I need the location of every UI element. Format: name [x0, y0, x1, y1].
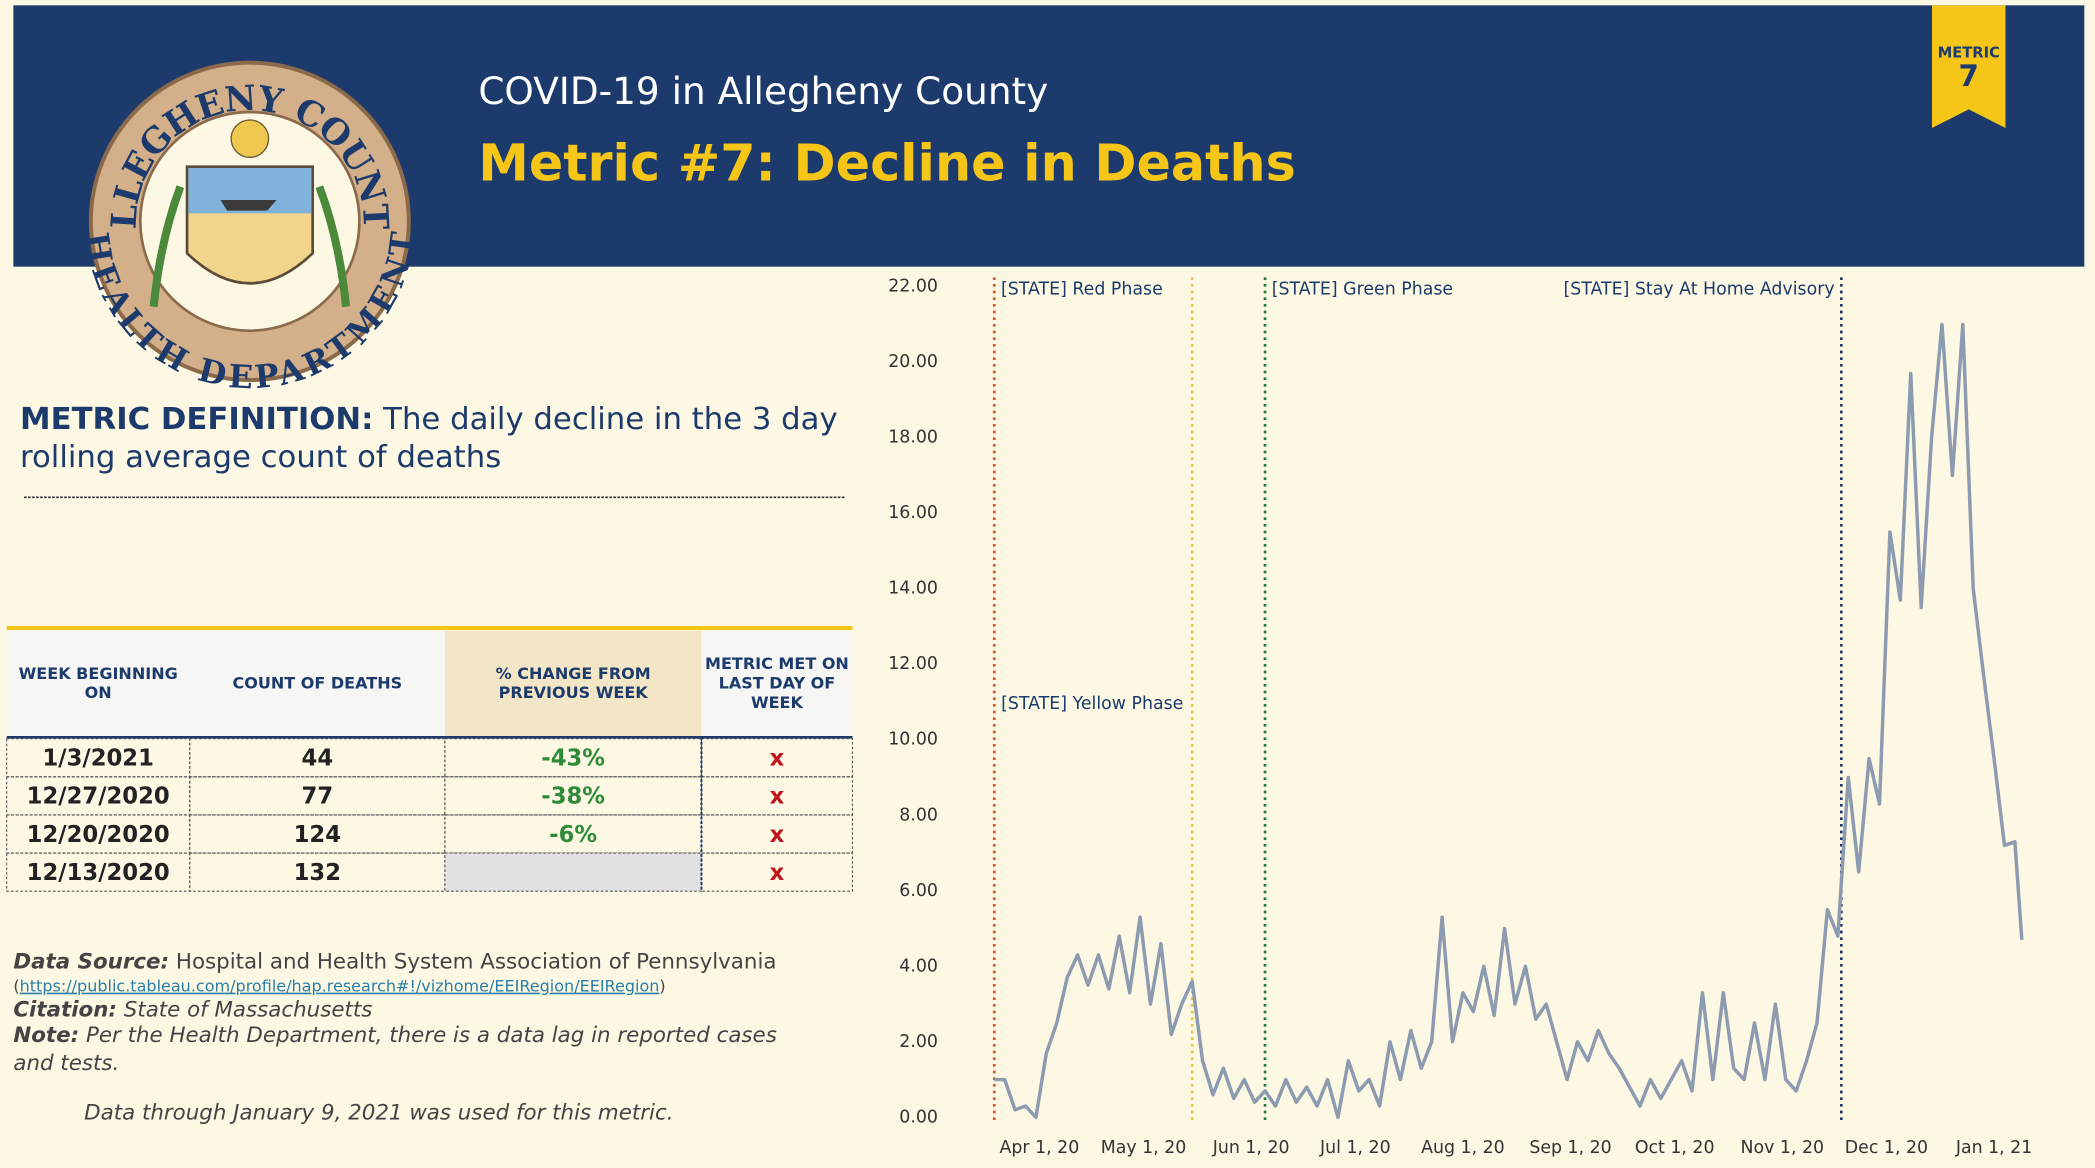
annotation-label: [STATE] Red Phase: [1001, 279, 1163, 299]
citation-text: State of Massachusetts: [124, 998, 373, 1023]
x-tick-label: Nov 1, 20: [1741, 1138, 1825, 1158]
table-cell: [189, 852, 446, 892]
line-chart: 0.00 2.00 4.00 6.00 8.00 10.00 12.00 14.00 16.00…: [888, 277, 2032, 1158]
x-tick-label: Sep 1, 20: [1529, 1138, 1611, 1158]
header-label: WEEK: [751, 693, 804, 712]
cell-text: 132: [294, 860, 341, 886]
y-tick-label: 12.00: [888, 654, 938, 674]
annotation-label: [STATE] Yellow Phase: [1001, 694, 1183, 714]
source-url-line: (https://public.tableau.com/profile/hap.…: [13, 976, 665, 995]
header-subtitle: Metric #7: Decline in Deaths: [478, 134, 1295, 193]
x-tick-label: Jul 1, 20: [1319, 1138, 1391, 1158]
badge: [1931, 5, 2006, 128]
annotation-label: [STATE] Stay At Home Advisory: [1563, 279, 1834, 299]
x-tick-label: Dec 1, 20: [1845, 1138, 1928, 1158]
table-cell: [700, 852, 853, 892]
y-tick-label: 2.00: [899, 1032, 938, 1052]
header-cell: [701, 630, 853, 738]
note-line: Note: Per the Health Department, there i…: [13, 1023, 776, 1048]
leaf-right: [315, 185, 351, 308]
cell-text: x: [770, 784, 785, 810]
header-label: PREVIOUS WEEK: [499, 683, 649, 702]
x-tick-label: Jan 1, 21: [1955, 1138, 2032, 1158]
cell-text: -6%: [549, 822, 597, 848]
table-cell: [700, 814, 853, 854]
source-line: Data Source: Hospital and Health System …: [13, 950, 776, 975]
definition-text: The daily decline in the 3 day: [382, 402, 838, 437]
x-tick-label: Oct 1, 20: [1635, 1138, 1715, 1158]
x-tick-label: Apr 1, 20: [1000, 1138, 1080, 1158]
definition-line: METRIC DEFINITION: The daily decline in …: [20, 402, 838, 437]
y-tick-label: 14.00: [888, 579, 938, 599]
footer: Data Source: Hospital and Health System …: [13, 950, 776, 1126]
y-tick-label: 10.00: [888, 730, 938, 750]
cell-text: x: [770, 822, 785, 848]
citation-label: Citation:: [13, 998, 117, 1023]
y-tick-label: 22.00: [888, 277, 938, 297]
url-open: (: [13, 976, 19, 995]
table-cell: [700, 776, 853, 816]
cell-text: 124: [294, 822, 341, 848]
y-tick-label: 20.00: [888, 352, 938, 372]
x-tick-label: Aug 1, 20: [1421, 1138, 1505, 1158]
cell-text: x: [770, 860, 785, 886]
cell-text: -43%: [541, 746, 605, 772]
y-tick-label: 18.00: [888, 428, 938, 448]
annotation-label: [STATE] Green Phase: [1272, 279, 1453, 299]
header-label: COUNT OF DEATHS: [232, 674, 402, 693]
citation-line: Citation: State of Massachusetts: [13, 998, 372, 1023]
data-through: Data through January 9, 2021 was used fo…: [84, 1100, 673, 1125]
y-tick-label: 4.00: [899, 956, 938, 976]
badge-number: 7: [1959, 59, 1979, 93]
header-label: ON: [85, 683, 112, 702]
note-label: Note:: [13, 1023, 79, 1048]
header-label: WEEK BEGINNING: [19, 664, 178, 683]
leaf-left: [149, 185, 185, 308]
definition-text: rolling average count of deaths: [20, 440, 501, 475]
y-tick-label: 8.00: [899, 805, 938, 825]
header-title: COVID-19 in Allegheny County: [478, 69, 1048, 113]
cell-text: 77: [302, 784, 334, 810]
y-tick-label: 0.00: [899, 1107, 938, 1127]
header-label: METRIC MET ON: [705, 654, 849, 673]
cell-text: 12/27/2020: [27, 784, 170, 810]
note-text: Per the Health Department, there is a da…: [86, 1023, 777, 1048]
x-tick-label: May 1, 20: [1101, 1138, 1187, 1158]
source-text: Hospital and Health System Association o…: [176, 950, 777, 975]
cell-text: 12/20/2020: [27, 822, 170, 848]
header-label: LAST DAY OF: [719, 674, 836, 693]
eagle: [230, 119, 270, 158]
badge-label: METRIC: [1938, 44, 2000, 61]
cell-text: 1/3/2021: [42, 746, 153, 772]
table-cell: [700, 738, 853, 778]
header-cell: [189, 630, 445, 738]
cell-text: 44: [302, 746, 334, 772]
note-text: and tests.: [13, 1051, 119, 1076]
x-tick-label: Jun 1, 20: [1212, 1138, 1290, 1158]
data-line: [994, 322, 2024, 1120]
ship: [220, 200, 277, 211]
table-cell: [444, 852, 702, 892]
source-url[interactable]: https://public.tableau.com/profile/hap.r…: [20, 976, 660, 995]
header-cell: [444, 630, 702, 738]
url-close: ): [659, 976, 665, 995]
cell-text: x: [770, 746, 785, 772]
y-tick-label: 6.00: [899, 881, 938, 901]
definition-label: METRIC DEFINITION:: [20, 402, 373, 437]
header-cell: [6, 630, 190, 738]
cell-text: 12/13/2020: [27, 860, 170, 886]
cell-text: -38%: [541, 784, 605, 810]
header-label: % CHANGE FROM: [496, 664, 651, 683]
y-tick-label: 16.00: [888, 503, 938, 523]
source-label: Data Source:: [13, 950, 169, 975]
